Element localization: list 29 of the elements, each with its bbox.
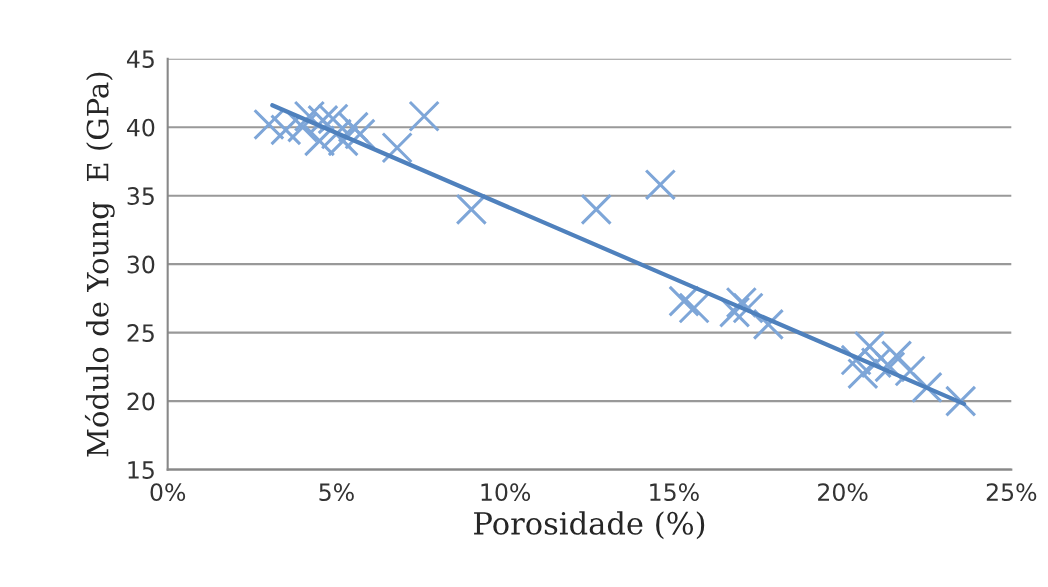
y-tick-label: 45 (126, 50, 154, 69)
point (644, 168, 677, 201)
point (337, 111, 370, 143)
point (455, 193, 488, 226)
point (253, 108, 285, 141)
point (317, 103, 349, 135)
point (381, 131, 413, 164)
y-tick-label: 40 (126, 118, 155, 137)
y-tick-label: 35 (127, 187, 154, 205)
y-tick-label: 20 (127, 392, 155, 411)
point (853, 330, 886, 363)
y-tick-label: 25 (127, 324, 154, 342)
x-tick-label: 20% (818, 483, 868, 502)
x-tick-label: 25% (986, 483, 1037, 502)
point (847, 357, 879, 390)
y-tick-label: 15 (128, 461, 154, 479)
x-tick-label: 10% (481, 483, 531, 502)
x-tick-label: 0% (150, 483, 186, 502)
x-tick-label: 5% (319, 483, 354, 502)
point (270, 114, 302, 146)
x-axis-title: Porosidade (%) (474, 511, 705, 540)
point (580, 193, 613, 226)
y-axis-title: Módulo de Young E (GPa) (84, 72, 115, 457)
point (678, 292, 710, 324)
point (668, 285, 700, 317)
y-tick-label: 30 (127, 255, 155, 274)
x-tick-label: 15% (650, 483, 699, 502)
point (894, 355, 926, 387)
point (408, 100, 440, 132)
